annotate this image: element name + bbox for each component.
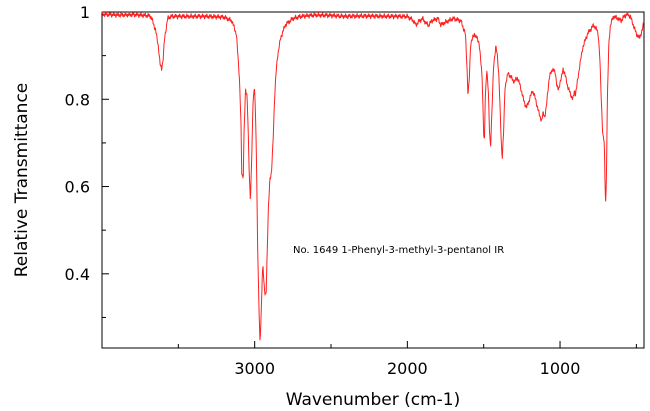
x-axis-ticks: 3000 2000 1000 <box>177 341 637 378</box>
y-axis-title: Relative Transmittance <box>12 83 32 278</box>
y-tick-label: 1 <box>80 3 90 22</box>
y-tick-label: 0.8 <box>65 90 90 109</box>
chart-annotation: No. 1649 1-Phenyl-3-methyl-3-pentanol IR <box>293 245 504 256</box>
y-axis-ticks: 1 0.8 0.6 0.4 <box>65 3 109 318</box>
y-tick-label: 0.4 <box>65 265 90 284</box>
x-tick-label: 1000 <box>540 359 581 378</box>
spectrum-line <box>101 11 645 341</box>
x-tick-label: 2000 <box>387 359 428 378</box>
plot-frame <box>101 11 645 349</box>
x-tick-label: 3000 <box>234 359 275 378</box>
x-axis-title: Wavenumber (cm-1) <box>286 390 461 410</box>
y-tick-label: 0.6 <box>65 178 90 197</box>
